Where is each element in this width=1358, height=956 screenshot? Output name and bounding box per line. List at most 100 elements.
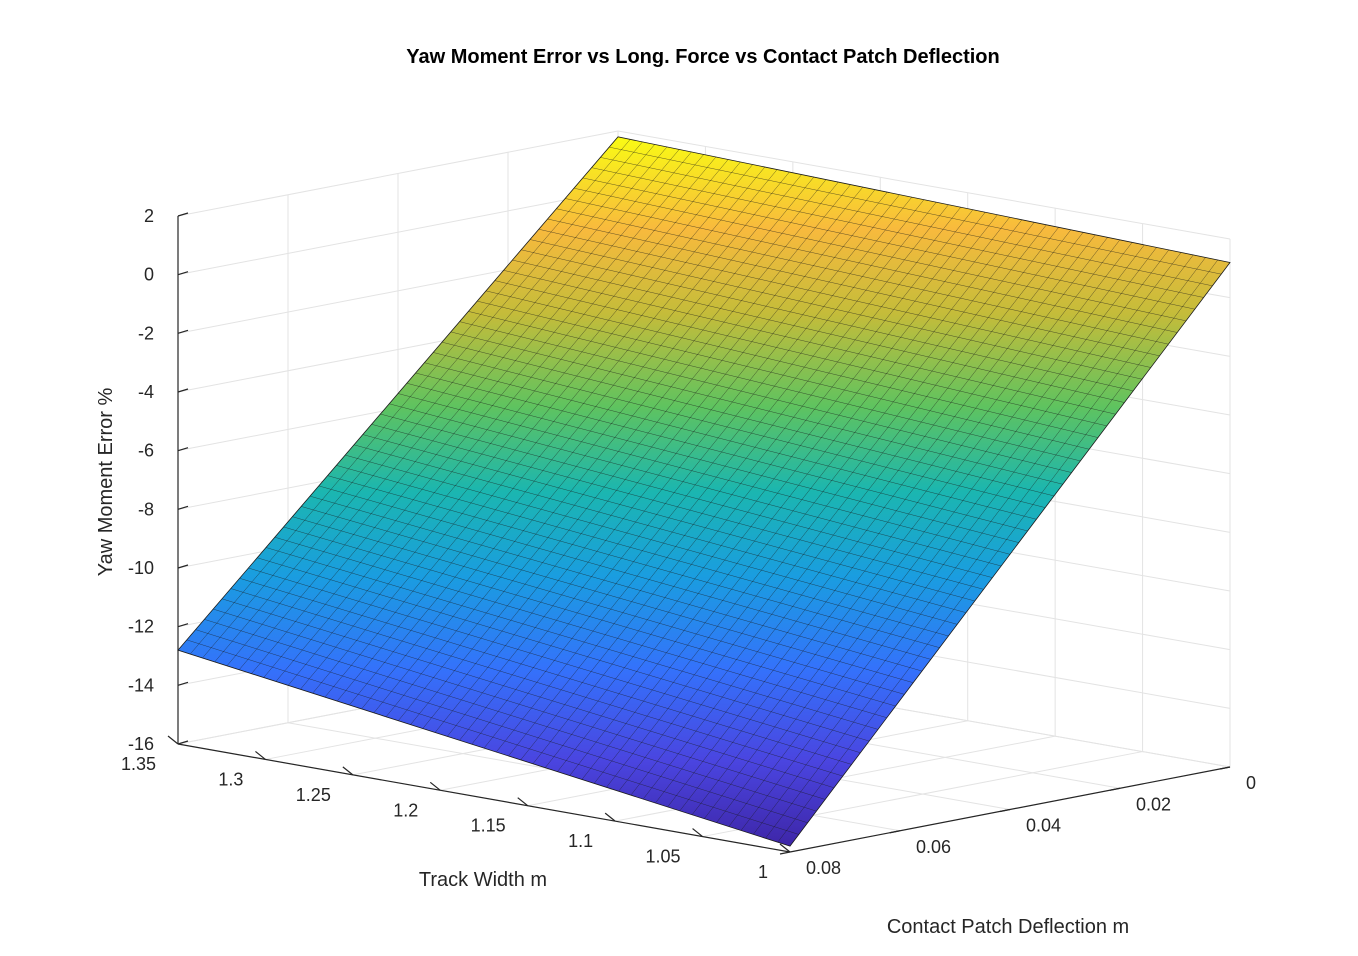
y-tick-label: 0.02 <box>1136 794 1171 814</box>
z-tick <box>177 564 189 569</box>
mesh-line-y <box>230 588 843 777</box>
x-tick <box>255 750 266 760</box>
mesh-line-y <box>309 495 923 672</box>
mesh-line-x <box>459 194 900 741</box>
chart-title: Yaw Moment Error vs Long. Force vs Conta… <box>406 46 999 68</box>
z-tick-label: -6 <box>138 441 154 461</box>
mesh-line-y <box>389 403 1002 567</box>
z-axis-label: Yaw Moment Error % <box>95 388 117 577</box>
x-tick <box>779 843 791 853</box>
side-wall-grid-z <box>177 189 619 276</box>
z-tick <box>177 447 189 452</box>
y-tick <box>1109 787 1121 791</box>
mesh-line-x <box>214 144 655 663</box>
z-tick <box>177 388 189 393</box>
mesh-line-y <box>221 598 835 788</box>
z-tick-label: 2 <box>144 206 154 226</box>
z-tick <box>177 740 189 745</box>
mesh-line-y <box>239 578 852 765</box>
z-tick-label: -16 <box>128 734 154 754</box>
mesh-line-x <box>349 171 790 706</box>
mesh-line-x <box>398 181 839 721</box>
mesh-line-x <box>336 169 778 702</box>
x-tick <box>342 766 354 776</box>
z-tick <box>177 212 189 217</box>
x-tick-label: 1.3 <box>218 769 243 789</box>
y-tick-label: 0.04 <box>1026 816 1061 836</box>
mesh-line-y <box>265 547 879 730</box>
mesh-line-y <box>397 393 1011 555</box>
x-tick <box>604 812 616 822</box>
mesh-line-x <box>361 174 802 710</box>
x-tick-label: 1.25 <box>296 785 331 805</box>
y-tick <box>999 808 1011 813</box>
z-tick <box>177 271 189 276</box>
mesh-line-y <box>345 454 958 625</box>
surface <box>177 136 1231 847</box>
z-tick <box>177 505 189 510</box>
x-axis-label: Track Width m <box>419 869 547 891</box>
mesh-line-y <box>283 526 896 707</box>
z-tick-label: -14 <box>128 675 154 695</box>
mesh-line-y <box>257 557 870 742</box>
mesh-line-y <box>301 506 914 683</box>
x-tick-label: 1.1 <box>568 831 593 851</box>
z-tick <box>177 329 189 334</box>
mesh-line-x <box>239 149 680 670</box>
mesh-line-x <box>434 189 876 733</box>
z-tick-label: -4 <box>138 382 154 402</box>
mesh-line-x <box>202 141 643 659</box>
x-tick-label: 1.2 <box>393 800 418 820</box>
y-tick-label: 0 <box>1246 773 1256 793</box>
z-tick-label: 0 <box>144 265 154 285</box>
mesh-line-y <box>380 413 993 578</box>
surface-patch <box>177 136 1231 847</box>
z-tick-label: -2 <box>138 323 154 343</box>
mesh-line-y <box>353 444 967 613</box>
ticks: 2 0 -2 -4 -6 -8 -10 -12 -14 -16 1 1.05 1.1 1.15 1.2 1.2… <box>121 206 1256 882</box>
mesh-line-y <box>371 424 984 590</box>
z-tick <box>177 681 189 686</box>
y-tick <box>889 830 901 834</box>
y-tick <box>779 851 791 855</box>
z-tick-label: -12 <box>128 617 154 637</box>
z-tick-label: -8 <box>138 499 154 519</box>
y-axis-label: Contact Patch Deflection m <box>887 916 1129 938</box>
mesh-line-x <box>447 191 888 737</box>
mesh-line-y <box>318 485 931 660</box>
mesh-line-x <box>263 154 704 678</box>
y-tick-label: 0.06 <box>916 837 951 857</box>
z-tick <box>177 623 189 628</box>
mesh-line-x <box>275 156 717 682</box>
x-tick <box>167 735 179 745</box>
back-wall-grid-z <box>617 130 1231 240</box>
y-tick-label: 0.08 <box>806 858 841 878</box>
x-tick <box>429 781 441 791</box>
mesh-line-x <box>471 197 912 745</box>
mesh-line-x <box>190 139 631 655</box>
x-tick-label: 1.05 <box>646 847 681 867</box>
mesh-line-y <box>213 608 826 800</box>
mesh-line-y <box>327 475 940 648</box>
mesh-line-x <box>373 176 815 713</box>
mesh-line-x <box>300 161 741 690</box>
mesh-line-x <box>251 151 692 674</box>
mesh-line-y <box>195 629 808 824</box>
mesh-line-y <box>248 567 861 753</box>
mesh-line-y <box>274 536 887 718</box>
mesh-line-x <box>385 179 827 717</box>
mesh-line-x <box>226 146 668 666</box>
mesh-line-x <box>312 164 753 694</box>
mesh-line-y <box>362 434 975 602</box>
x-tick <box>517 797 529 807</box>
y-tick <box>1219 766 1231 770</box>
x-tick-label: 1 <box>758 862 768 882</box>
z-tick-label: -10 <box>128 558 154 578</box>
x-tick-label: 1.15 <box>471 816 506 836</box>
mesh-line-y <box>186 639 799 835</box>
mesh-line-y <box>336 465 949 637</box>
x-axis-line <box>177 743 791 853</box>
mesh-line-y <box>292 516 905 695</box>
mesh-line-x <box>410 184 851 725</box>
